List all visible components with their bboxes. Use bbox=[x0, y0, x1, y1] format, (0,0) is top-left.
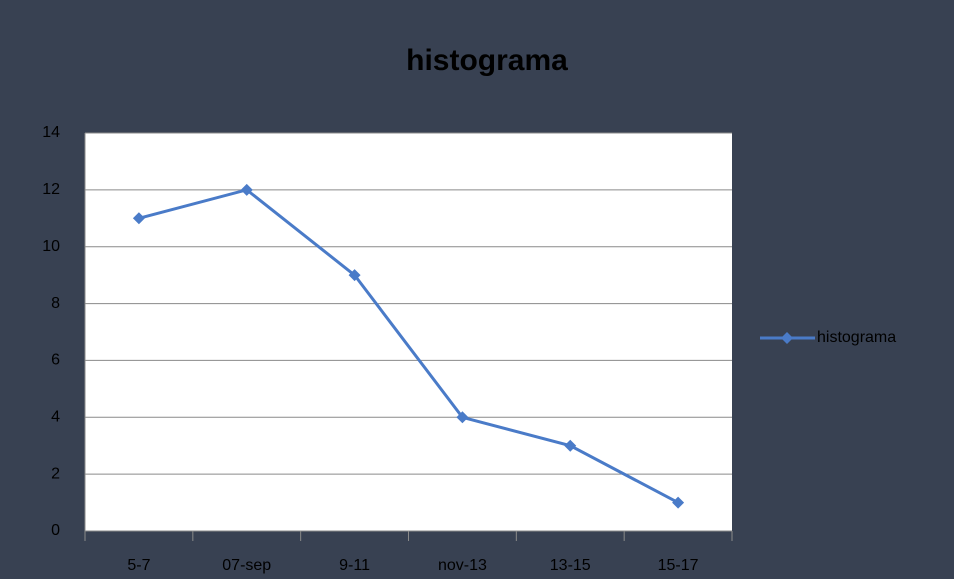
y-tick-label: 14 bbox=[42, 124, 60, 141]
point-marker bbox=[240, 183, 253, 196]
y-tick-label: 0 bbox=[51, 522, 60, 539]
x-tick-label: 07-sep bbox=[222, 557, 271, 574]
point-marker bbox=[456, 411, 469, 424]
point-marker bbox=[564, 439, 577, 452]
y-tick-label: 4 bbox=[51, 409, 60, 426]
y-tick-label: 2 bbox=[51, 465, 60, 482]
legend-label: histograma bbox=[817, 329, 896, 346]
y-tick-label: 10 bbox=[42, 238, 60, 255]
x-tick-label: 5-7 bbox=[127, 557, 150, 574]
plot-area bbox=[85, 133, 732, 531]
y-tick-label: 8 bbox=[51, 295, 60, 312]
y-tick-label: 12 bbox=[42, 181, 60, 198]
x-tick-label: 15-17 bbox=[658, 557, 699, 574]
legend-marker bbox=[781, 332, 793, 344]
x-tick-label: 9-11 bbox=[339, 557, 370, 574]
series-line bbox=[138, 188, 679, 504]
x-tick-label: nov-13 bbox=[438, 557, 487, 574]
x-tick-label: 13-15 bbox=[550, 557, 591, 574]
y-tick-label: 6 bbox=[51, 352, 60, 369]
chart-title: histograma bbox=[406, 44, 568, 77]
point-marker bbox=[672, 496, 685, 509]
point-marker bbox=[348, 269, 361, 282]
point-marker bbox=[132, 212, 145, 225]
